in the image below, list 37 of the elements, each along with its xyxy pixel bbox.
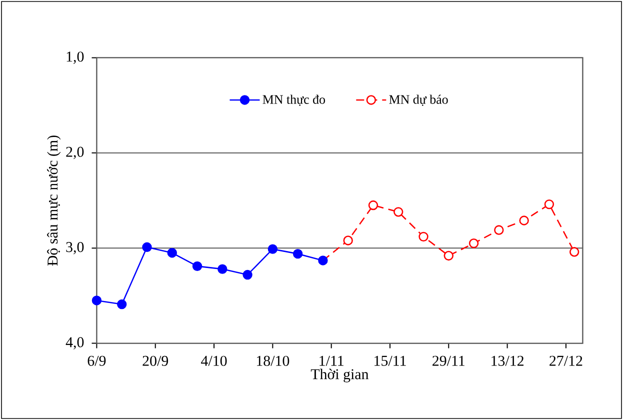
point <box>92 296 102 306</box>
x-tick-label: 1/11 <box>320 356 344 366</box>
point <box>167 248 177 258</box>
point <box>192 261 202 272</box>
point <box>418 232 428 242</box>
y-tick-label: 3,0 <box>66 242 84 254</box>
point <box>292 248 303 259</box>
point <box>444 250 454 261</box>
point <box>519 216 529 226</box>
point <box>569 247 580 257</box>
point <box>318 256 328 266</box>
x-tick-label: 6/9 <box>88 356 106 366</box>
x-axis-title: Thời gian <box>310 368 369 382</box>
point <box>242 270 252 280</box>
y-tick-label: 2,0 <box>66 146 84 160</box>
x-tick-label: 29/11 <box>432 356 464 366</box>
x-tick-label: 13/12 <box>492 356 524 366</box>
y-tick-label: 1,0 <box>66 52 84 64</box>
point <box>368 200 378 210</box>
x-tick-label: 18/10 <box>256 356 290 366</box>
y-axis-title: Độ sâu mực nước (m) <box>47 136 61 266</box>
point <box>142 242 152 252</box>
y-tick-label: 4,0 <box>66 337 84 350</box>
point <box>218 264 228 274</box>
point <box>116 299 127 310</box>
point <box>494 225 504 235</box>
point <box>394 207 404 217</box>
x-tick-label: 15/11 <box>374 356 406 366</box>
x-tick-label: 4/10 <box>201 356 227 366</box>
x-tick-label: 27/12 <box>550 356 582 366</box>
legend-label: MN thực đo <box>262 94 326 106</box>
point <box>468 238 479 248</box>
point <box>544 199 554 210</box>
point <box>268 244 278 254</box>
legend-label: MN dự báo <box>389 94 448 106</box>
x-tick-label: 20/9 <box>142 356 168 366</box>
point <box>343 236 353 246</box>
